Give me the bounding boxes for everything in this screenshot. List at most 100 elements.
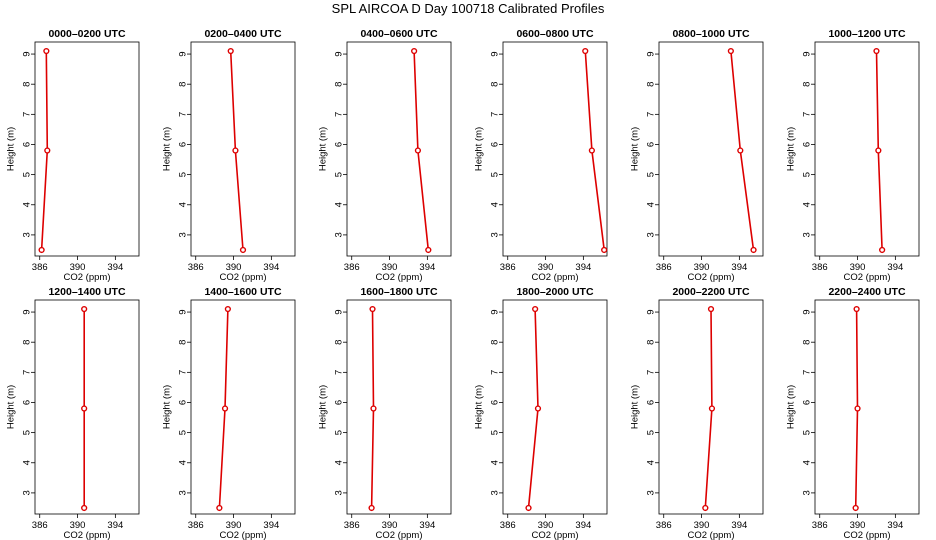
y-tick-label: 3: [22, 232, 33, 237]
x-tick-label: 386: [656, 262, 672, 273]
y-tick-label: 8: [334, 82, 345, 87]
y-tick-label: 3: [802, 490, 813, 495]
x-tick-label: 390: [382, 262, 398, 273]
y-tick-label: 3: [646, 490, 657, 495]
x-tick-label: 394: [263, 262, 279, 273]
y-tick-label: 9: [334, 51, 345, 56]
x-axis-label: CO2 (ppm): [532, 272, 579, 283]
x-tick-label: 390: [850, 520, 866, 531]
x-axis-label: CO2 (ppm): [688, 530, 735, 540]
profile-point: [702, 504, 709, 512]
y-tick-label: 7: [334, 370, 345, 375]
figure-title: SPL AIRCOA D Day 100718 Calibrated Profi…: [332, 1, 605, 16]
profile-point: [369, 305, 376, 313]
x-tick-label: 390: [382, 520, 398, 531]
y-axis-label: Height (m): [630, 127, 641, 171]
y-axis-label: Height (m): [6, 127, 17, 171]
profile-point: [81, 405, 88, 412]
x-tick-label: 394: [731, 262, 747, 273]
y-tick-label: 5: [646, 430, 657, 435]
x-tick-label: 394: [419, 520, 435, 531]
x-tick-label: 386: [188, 520, 204, 531]
profile-point: [534, 405, 542, 412]
y-tick-label: 3: [334, 232, 345, 237]
y-axis-label: Height (m): [6, 385, 17, 429]
y-tick-label: 5: [802, 430, 813, 435]
y-tick-label: 5: [22, 430, 33, 435]
panel-title: 1600–1800 UTC: [360, 286, 437, 298]
x-tick-label: 390: [226, 262, 242, 273]
panel-title: 1200–1400 UTC: [48, 286, 125, 298]
y-axis-label: Height (m): [162, 385, 173, 429]
y-tick-label: 7: [22, 370, 33, 375]
plot-frame: [34, 299, 140, 515]
panel-title: 1400–1600 UTC: [204, 286, 281, 298]
y-axis-label: Height (m): [630, 385, 641, 429]
y-axis-label: Height (m): [786, 385, 797, 429]
profile-panel: 0400–0600 UTC 386 390 394 3 4 5 6 7 8 9 CO2 (ppm) He…: [318, 28, 452, 283]
profile-point: [879, 246, 886, 254]
x-axis-label: CO2 (ppm): [532, 530, 579, 540]
y-tick-label: 8: [178, 340, 189, 345]
y-tick-label: 4: [490, 460, 501, 465]
y-tick-label: 8: [490, 340, 501, 345]
y-tick-label: 3: [490, 490, 501, 495]
y-tick-label: 7: [490, 370, 501, 375]
profile-point: [81, 504, 88, 512]
y-tick-label: 9: [178, 51, 189, 56]
x-tick-label: 390: [226, 520, 242, 531]
profile-point: [44, 147, 51, 154]
profile-point: [525, 504, 532, 512]
y-tick-label: 7: [802, 370, 813, 375]
y-tick-label: 7: [22, 112, 33, 117]
y-tick-label: 7: [802, 112, 813, 117]
x-tick-label: 394: [887, 262, 903, 273]
x-tick-label: 394: [731, 520, 747, 531]
x-tick-label: 394: [107, 520, 123, 531]
y-tick-label: 4: [178, 460, 189, 465]
y-tick-label: 5: [334, 172, 345, 177]
x-tick-label: 386: [344, 520, 360, 531]
plot-frame: [658, 299, 764, 515]
y-tick-label: 4: [490, 202, 501, 207]
y-axis-label: Height (m): [786, 127, 797, 171]
profile-point: [368, 504, 375, 512]
y-tick-label: 6: [334, 400, 345, 405]
y-tick-label: 5: [490, 172, 501, 177]
profile-point: [727, 47, 734, 55]
profile-point: [38, 246, 45, 254]
x-tick-label: 390: [694, 262, 710, 273]
x-tick-label: 386: [32, 262, 48, 273]
y-tick-label: 9: [802, 309, 813, 314]
y-tick-label: 7: [178, 370, 189, 375]
x-axis-label: CO2 (ppm): [376, 530, 423, 540]
y-tick-label: 7: [334, 112, 345, 117]
profile-point: [750, 246, 757, 254]
profile-point: [737, 147, 744, 154]
profile-point: [852, 504, 859, 512]
plot-frame: [502, 299, 608, 515]
y-axis-label: Height (m): [318, 127, 329, 171]
y-tick-label: 5: [490, 430, 501, 435]
y-tick-label: 8: [802, 340, 813, 345]
x-axis-label: CO2 (ppm): [844, 530, 891, 540]
y-axis-label: Height (m): [474, 385, 485, 429]
plot-frame: [814, 41, 920, 257]
y-tick-label: 9: [178, 309, 189, 314]
profile-panel: 0800–1000 UTC 386 390 394 3 4 5 6 7 8 9 CO2 (ppm) He…: [630, 28, 764, 283]
y-tick-label: 4: [802, 202, 813, 207]
x-tick-label: 394: [887, 520, 903, 531]
y-tick-label: 6: [490, 400, 501, 405]
y-tick-label: 9: [490, 309, 501, 314]
profile-panel: 0600–0800 UTC 386 390 394 3 4 5 6 7 8 9 CO2 (ppm) He…: [474, 28, 608, 283]
y-tick-label: 8: [334, 340, 345, 345]
y-tick-label: 6: [802, 142, 813, 147]
x-axis-label: CO2 (ppm): [64, 272, 111, 283]
plot-frame: [814, 299, 920, 515]
x-tick-label: 386: [500, 262, 516, 273]
y-tick-label: 4: [646, 202, 657, 207]
profile-point: [227, 47, 234, 55]
x-tick-label: 390: [70, 520, 86, 531]
x-axis-label: CO2 (ppm): [844, 272, 891, 283]
